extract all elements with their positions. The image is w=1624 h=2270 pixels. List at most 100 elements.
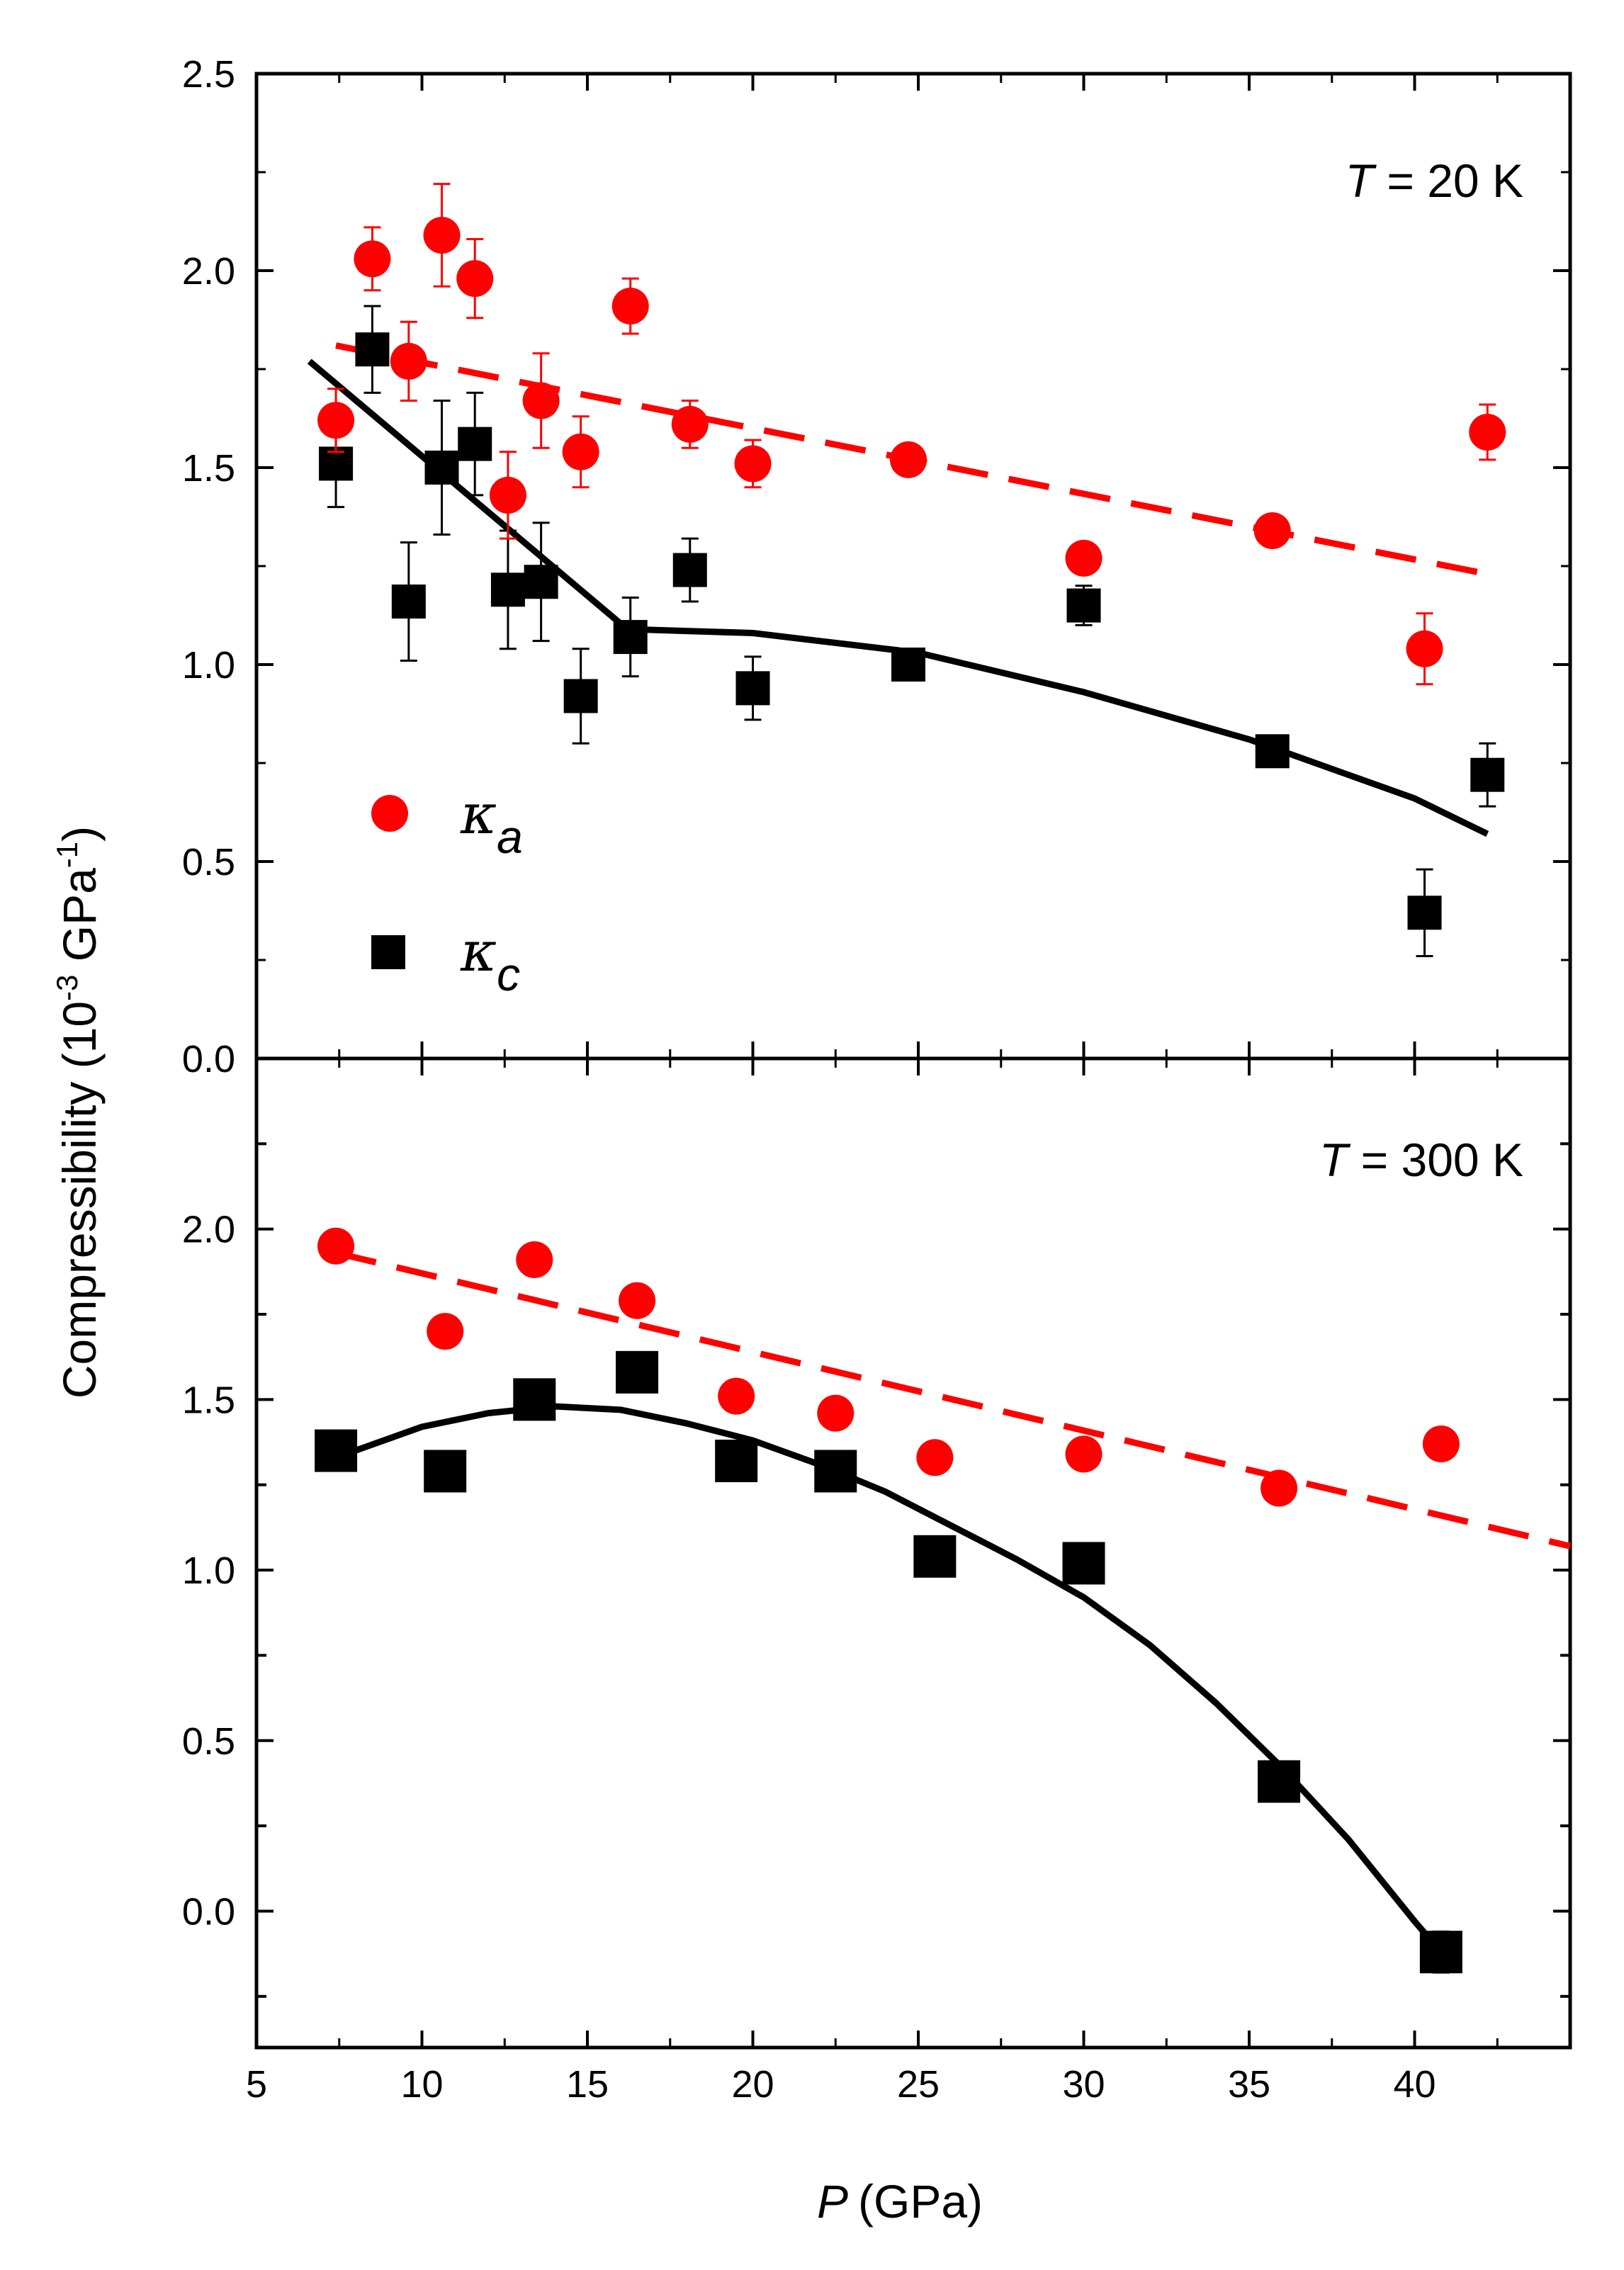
fit-line-kappa-c-top [307,358,1489,837]
y-tick-label-top: 1.0 [182,644,235,687]
y-tick-label-top: 0.0 [182,1038,235,1080]
data-point-kappa-c [458,427,492,461]
data-point-kappa-c [355,332,390,367]
y-axis-title-exp2: -1 [50,842,84,868]
data-point-kappa-c [613,620,648,655]
fit-line-kappa-a-bottom [335,1250,1572,1549]
data-point-kappa-c [513,1378,556,1421]
data-point-kappa-c [1470,757,1505,792]
y-axis-title: Compressibility (10-3 GPa-1) [50,826,106,1399]
data-point-kappa-c [315,1429,358,1472]
y-tick-label-top: 2.0 [182,250,235,293]
data-point-kappa-a [817,1394,855,1432]
y-tick-label-bottom: 1.5 [182,1379,235,1421]
data-point-kappa-c [735,671,770,706]
panel-label-bottom-symbol: T [1319,1134,1351,1186]
legend-kappa-a-symbol: κ [460,783,497,847]
x-tick-label: 25 [897,2063,940,2106]
panel-label-top-symbol: T [1346,154,1377,207]
data-point-kappa-c [913,1535,957,1578]
data-point-kappa-a [489,476,526,514]
data-point-kappa-a [718,1377,755,1415]
x-tick-label: 30 [1062,2063,1105,2106]
x-axis-title-unit: (GPa) [858,2175,983,2227]
x-tick-label: 15 [566,2063,609,2106]
y-axis-title-mid: GPa [53,868,106,975]
data-point-kappa-a [611,288,649,325]
data-point-kappa-c [1255,734,1290,769]
y-axis-title-main: Compressibility (10 [53,1001,106,1399]
data-point-kappa-c [1066,588,1101,623]
data-point-kappa-a [889,441,927,478]
data-point-kappa-c [616,1350,659,1394]
data-point-kappa-c [1419,1931,1462,1974]
data-point-kappa-a [916,1439,954,1476]
legend-marker-kappa-a [371,795,408,832]
data-point-kappa-c [563,679,598,713]
x-tick-label: 5 [246,2063,267,2106]
legend-kappa-c-sub: c [497,948,520,1000]
data-point-kappa-c [424,1450,467,1493]
data-point-kappa-a [1422,1425,1460,1462]
data-point-kappa-a [317,1227,355,1265]
x-axis-title: P (GPa) [817,2175,983,2227]
panel-label-top: T = 20 K [1346,154,1523,207]
legend-label-kappa-c: κc [460,920,520,1000]
panel-label-bottom: T = 300 K [1319,1134,1523,1186]
data-point-kappa-c [424,451,459,485]
data-point-kappa-c [524,565,558,599]
data-point-kappa-a [522,382,560,419]
data-point-kappa-a [1406,630,1443,667]
data-point-kappa-a [317,402,355,439]
data-point-kappa-a [562,433,599,470]
data-point-kappa-c [672,553,707,587]
data-point-kappa-c [1062,1542,1105,1585]
x-axis-title-symbol: P [817,2175,848,2227]
legend-label-kappa-a: κa [460,783,523,863]
x-tick-label: 40 [1393,2063,1436,2106]
data-point-kappa-c [490,572,525,607]
data-point-kappa-a [427,1313,464,1350]
data-point-kappa-a [1253,512,1291,549]
panel-label-bottom-text: = 300 K [1348,1134,1523,1186]
data-point-kappa-c [391,585,426,619]
legend-kappa-c-symbol: κ [460,920,497,984]
x-tick-label: 10 [400,2063,443,2106]
data-point-kappa-a [456,260,494,298]
panel-top-20k: 0.0 0.5 1.0 1.5 2.0 2.5 [182,53,1572,1080]
data-point-kappa-c [715,1440,758,1483]
y-tick-label-top: 2.5 [182,53,235,96]
data-point-kappa-a [354,240,391,278]
y-axis-title-end: ) [53,826,106,842]
y-tick-label-bottom: 2.0 [182,1209,235,1251]
data-point-kappa-a [516,1241,553,1279]
data-point-kappa-c [891,648,925,682]
legend-marker-kappa-c [371,935,405,969]
data-point-kappa-a [1065,1435,1103,1473]
y-tick-label-bottom: 0.5 [182,1720,235,1763]
data-point-kappa-c [814,1450,857,1493]
y-tick-label-bottom: 0.0 [182,1890,235,1933]
y-tick-label-top: 0.5 [182,841,235,883]
y-tick-label-bottom: 1.0 [182,1549,235,1592]
legend-kappa-a-sub: a [497,811,523,863]
x-tick-label: 35 [1228,2063,1270,2106]
plot-frame-bottom [254,1056,1572,2050]
data-point-kappa-c [1407,896,1442,930]
y-axis-title-exp1: -3 [50,975,84,1001]
panel-label-top-text: = 20 K [1374,154,1523,207]
data-point-kappa-c [1258,1760,1301,1803]
data-point-kappa-a [1469,413,1506,451]
data-point-kappa-a [390,342,427,380]
panel-bottom-300k: 0.0 0.5 1.0 1.5 2.0 [182,1056,1572,2050]
x-tick-label: 20 [731,2063,774,2106]
data-point-kappa-a [1261,1469,1298,1507]
data-point-kappa-a [1065,539,1103,577]
data-point-kappa-a [423,216,461,254]
data-point-kappa-a [671,405,709,443]
data-point-kappa-a [734,445,772,482]
y-tick-label-top: 1.5 [182,447,235,490]
legend: κa κc [371,783,523,1000]
data-point-kappa-a [619,1282,656,1319]
